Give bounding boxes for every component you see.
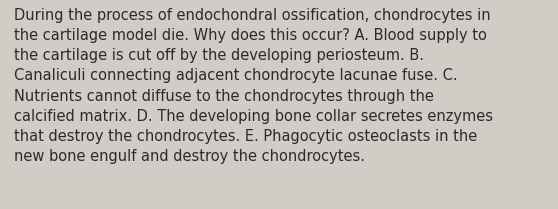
Text: During the process of endochondral ossification, chondrocytes in
the cartilage m: During the process of endochondral ossif…: [14, 8, 493, 164]
